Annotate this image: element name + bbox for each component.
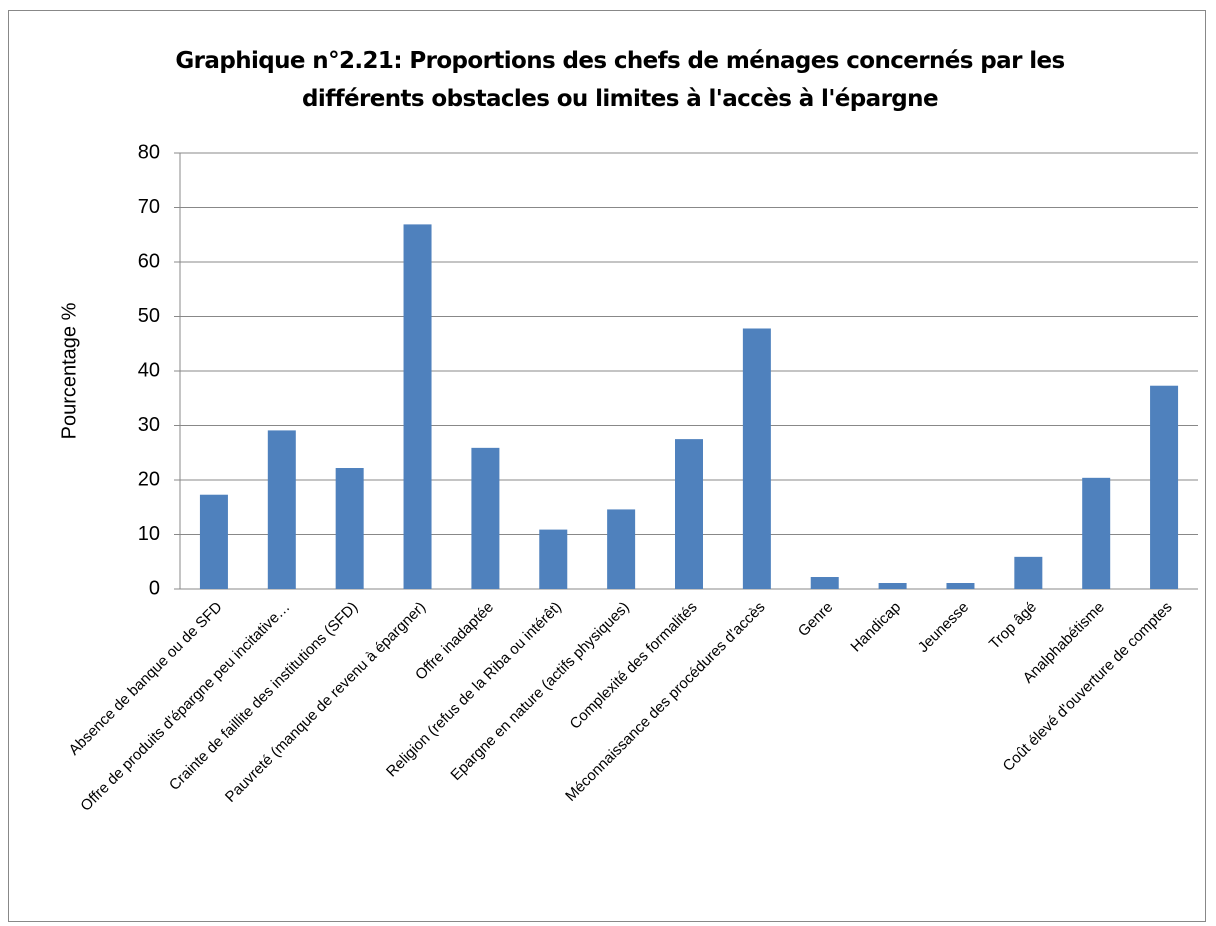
- y-axis-label: Pourcentage %: [58, 302, 80, 439]
- x-tick-label: Genre: [795, 599, 837, 641]
- bar: [607, 509, 636, 589]
- y-tick-label: 70: [138, 196, 160, 218]
- bar: [471, 447, 500, 589]
- y-tick-label: 60: [138, 250, 160, 272]
- bar: [199, 494, 228, 589]
- bar: [403, 224, 432, 589]
- bar: [810, 577, 839, 589]
- y-tick-label: 10: [138, 523, 160, 545]
- y-tick-label: 20: [138, 468, 160, 490]
- x-tick-label: Complexité des formalités: [567, 599, 701, 733]
- bar: [946, 583, 975, 589]
- y-tick-label: 0: [149, 577, 160, 599]
- y-tick-label: 30: [138, 414, 160, 436]
- y-tick-label: 50: [138, 305, 160, 327]
- x-tick-label: Jeunesse: [915, 599, 972, 656]
- chart-frame: [8, 10, 1206, 922]
- y-tick-label: 80: [138, 141, 160, 163]
- bar: [335, 468, 364, 589]
- bar: [1082, 477, 1111, 589]
- bar: [539, 529, 568, 589]
- bar: [675, 439, 703, 589]
- x-tick-label: Handicap: [847, 599, 904, 656]
- bar: [1014, 556, 1043, 589]
- chart-title: Graphique n°2.21: Proportions des chefs …: [175, 48, 1065, 112]
- bar: [878, 583, 907, 589]
- x-tick-label: Trop âgé: [986, 599, 1040, 653]
- bar: [267, 430, 296, 589]
- bar: [1150, 385, 1179, 589]
- bar: [742, 328, 771, 589]
- y-tick-label: 40: [138, 359, 160, 381]
